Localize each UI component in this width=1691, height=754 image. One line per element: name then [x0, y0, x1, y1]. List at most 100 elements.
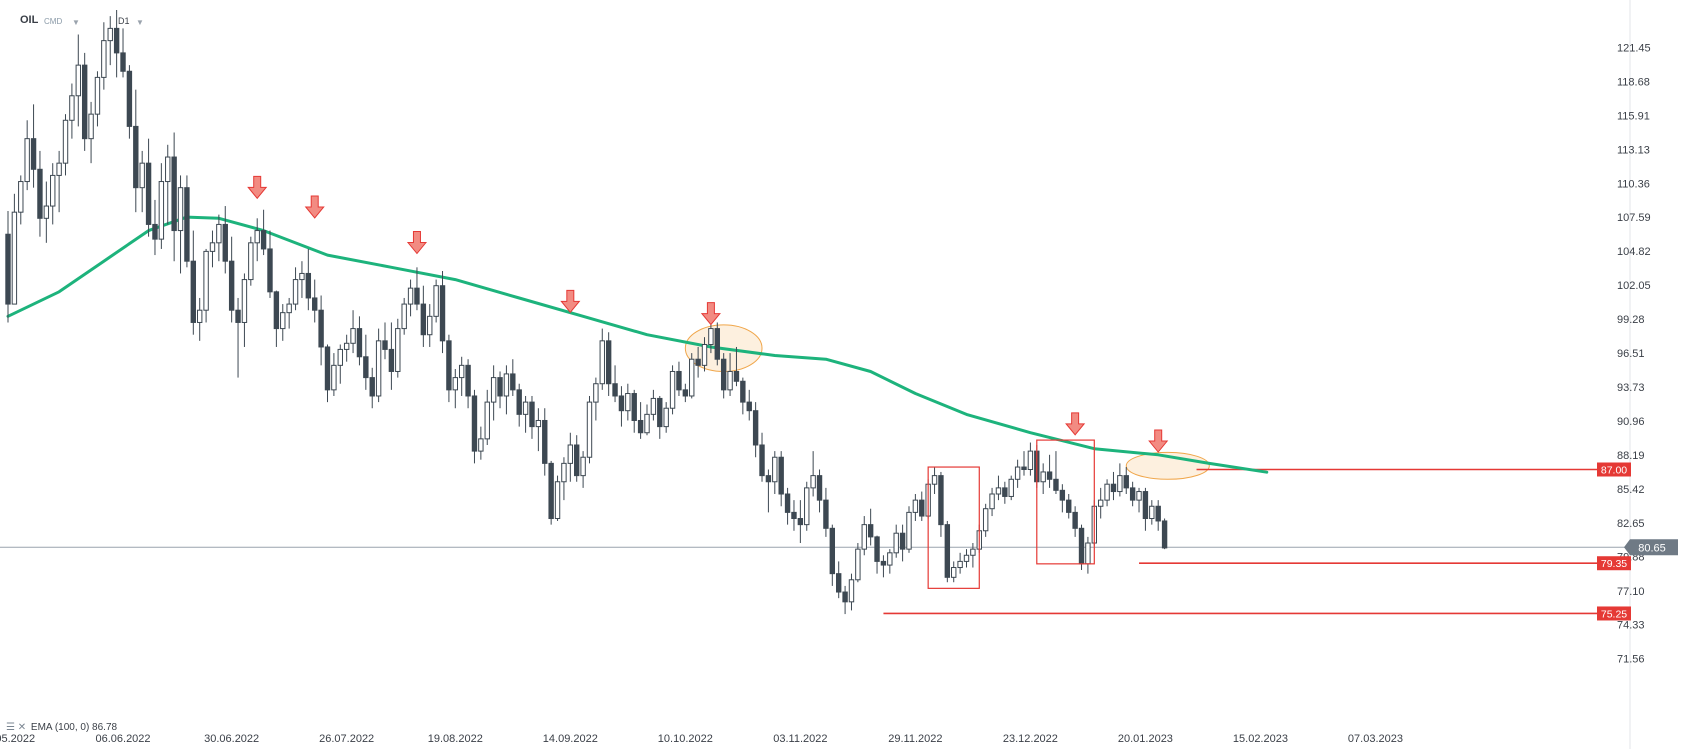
candle[interactable]: [273, 290, 280, 347]
candle[interactable]: [880, 555, 887, 578]
candle[interactable]: [11, 193, 18, 305]
candle[interactable]: [931, 467, 938, 495]
candle[interactable]: [567, 432, 574, 482]
candle[interactable]: [944, 520, 951, 583]
candle[interactable]: [772, 451, 778, 495]
candle[interactable]: [356, 316, 363, 366]
candle[interactable]: [861, 516, 867, 556]
candle[interactable]: [388, 322, 395, 390]
timeframe-selector[interactable]: D1: [118, 16, 130, 26]
candle[interactable]: [778, 451, 784, 507]
candle[interactable]: [963, 549, 970, 568]
candle[interactable]: [625, 383, 631, 421]
candle[interactable]: [1046, 454, 1053, 488]
candle[interactable]: [375, 328, 382, 403]
candle[interactable]: [171, 132, 177, 262]
candle[interactable]: [318, 295, 324, 366]
candle[interactable]: [516, 383, 522, 427]
candle[interactable]: [1078, 524, 1085, 570]
candle[interactable]: [395, 318, 401, 378]
close-icon[interactable]: ✕: [17, 722, 27, 733]
candle[interactable]: [88, 101, 94, 164]
candle[interactable]: [1014, 459, 1021, 488]
candle[interactable]: [657, 395, 663, 439]
candle[interactable]: [938, 471, 944, 537]
candle[interactable]: [784, 487, 791, 525]
symbol-name[interactable]: OIL: [20, 14, 39, 26]
candle[interactable]: [62, 114, 69, 176]
candle[interactable]: [312, 279, 318, 323]
candle[interactable]: [720, 353, 727, 399]
candle[interactable]: [471, 389, 478, 464]
candle[interactable]: [561, 457, 567, 501]
settings-icon[interactable]: ☰: [6, 722, 15, 733]
candle[interactable]: [458, 356, 465, 396]
candle[interactable]: [874, 535, 880, 574]
candle[interactable]: [280, 304, 286, 341]
candle[interactable]: [919, 491, 925, 521]
candle[interactable]: [535, 408, 542, 452]
candle[interactable]: [478, 426, 484, 460]
candle[interactable]: [228, 236, 235, 323]
candle[interactable]: [605, 332, 612, 396]
candle[interactable]: [382, 322, 388, 360]
candle[interactable]: [1155, 500, 1161, 531]
candle[interactable]: [350, 310, 356, 354]
candle[interactable]: [522, 395, 529, 433]
candle[interactable]: [887, 549, 893, 574]
candle[interactable]: [299, 261, 305, 298]
candle[interactable]: [1161, 518, 1168, 550]
candle[interactable]: [791, 500, 797, 531]
candle[interactable]: [1066, 494, 1072, 519]
candle[interactable]: [682, 383, 689, 403]
candle[interactable]: [752, 402, 759, 458]
candle[interactable]: [1104, 479, 1110, 507]
candle[interactable]: [510, 359, 516, 396]
candle[interactable]: [254, 218, 260, 262]
candle[interactable]: [439, 270, 446, 354]
candle[interactable]: [676, 361, 682, 396]
candle[interactable]: [101, 22, 107, 90]
candle[interactable]: [267, 230, 273, 298]
candle[interactable]: [612, 365, 618, 403]
candle[interactable]: [529, 395, 535, 439]
candle[interactable]: [1021, 451, 1027, 476]
candle[interactable]: [420, 285, 427, 347]
candle[interactable]: [899, 524, 906, 562]
candle[interactable]: [816, 469, 823, 513]
candle[interactable]: [842, 585, 848, 615]
candle[interactable]: [1008, 475, 1014, 501]
range-box[interactable]: [927, 466, 980, 589]
candle[interactable]: [30, 104, 37, 188]
candle[interactable]: [695, 346, 701, 378]
candle[interactable]: [618, 386, 625, 427]
candle[interactable]: [50, 163, 56, 225]
range-box[interactable]: [1036, 439, 1095, 565]
candle[interactable]: [810, 451, 816, 497]
candle[interactable]: [81, 52, 88, 151]
candle[interactable]: [733, 346, 740, 387]
candle[interactable]: [982, 503, 989, 537]
candle[interactable]: [542, 408, 548, 476]
candle[interactable]: [497, 371, 503, 409]
candle[interactable]: [1129, 481, 1136, 507]
candle[interactable]: [363, 334, 369, 390]
candle[interactable]: [548, 460, 554, 525]
candle[interactable]: [829, 524, 836, 586]
candle[interactable]: [401, 297, 407, 335]
candle[interactable]: [324, 344, 331, 403]
candle[interactable]: [1123, 467, 1129, 495]
timeframe-dropdown-icon[interactable]: ▼: [136, 18, 144, 27]
candle[interactable]: [446, 334, 452, 403]
candle[interactable]: [586, 395, 593, 464]
candle[interactable]: [580, 451, 586, 488]
candle[interactable]: [24, 120, 30, 191]
candle[interactable]: [190, 230, 197, 335]
candle[interactable]: [727, 353, 733, 396]
candle[interactable]: [644, 404, 650, 436]
candle[interactable]: [292, 267, 299, 311]
candle[interactable]: [1040, 463, 1046, 495]
candle[interactable]: [248, 236, 254, 286]
candle[interactable]: [503, 365, 510, 415]
